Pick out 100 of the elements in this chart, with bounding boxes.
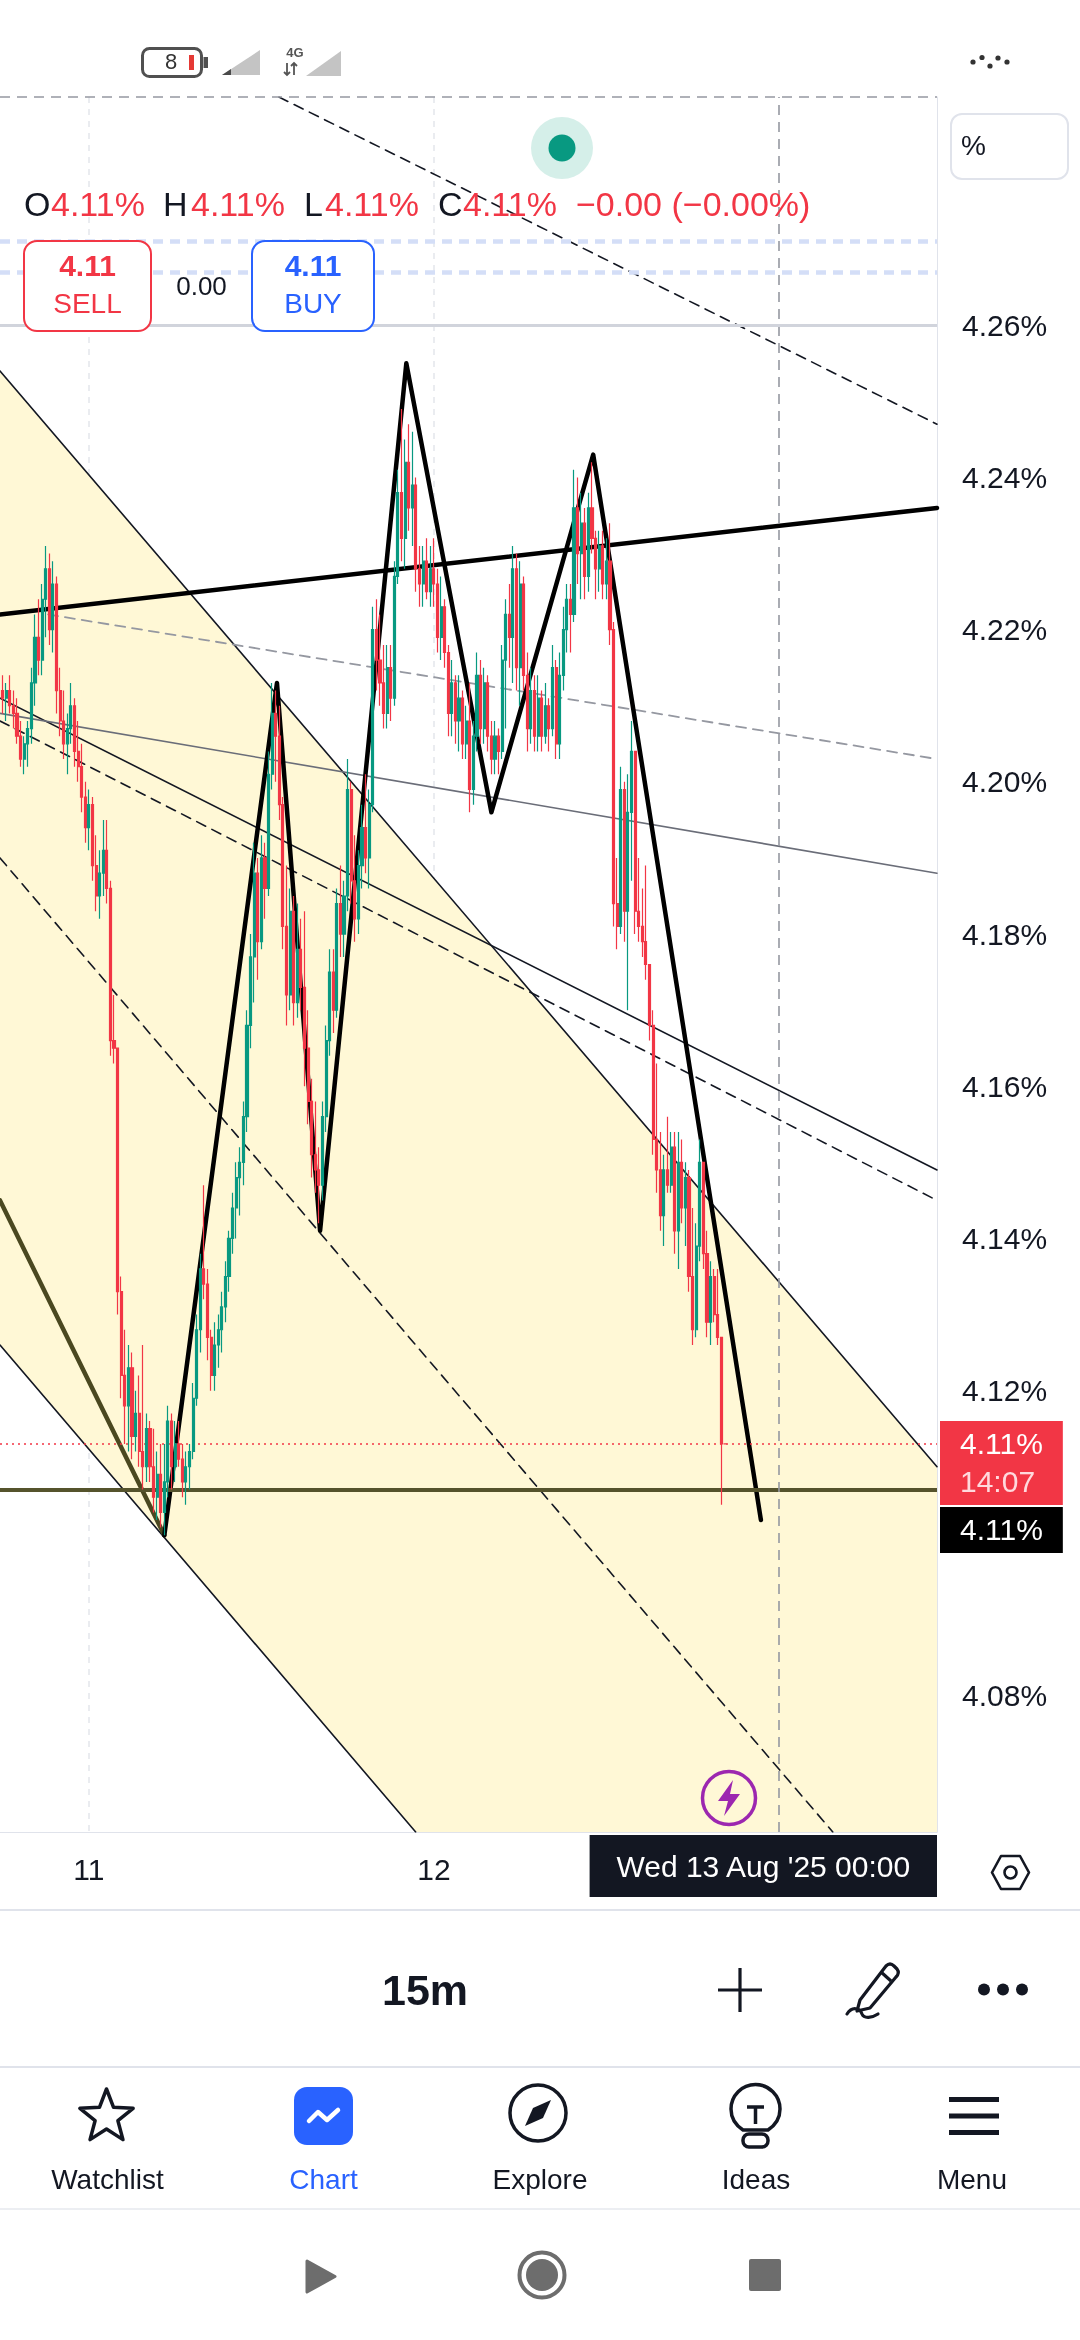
candlestick xyxy=(295,903,300,1019)
text: Menu xyxy=(936,2164,1008,2195)
candlestick xyxy=(571,469,577,623)
candlestick xyxy=(47,552,52,646)
candlestick xyxy=(622,781,627,943)
y-tick-label: 4.22% xyxy=(962,613,1048,647)
ref-line-label: 4.11% xyxy=(960,1513,1043,1547)
candlestick xyxy=(144,1412,149,1483)
candlestick xyxy=(388,644,393,722)
annotation: 4.11% xyxy=(191,185,285,223)
candlestick xyxy=(403,438,408,570)
candlestick xyxy=(338,864,343,958)
candlestick xyxy=(514,552,519,692)
annotation: 0.00 xyxy=(176,271,227,301)
candlestick xyxy=(539,689,544,753)
candlestick xyxy=(126,1344,131,1453)
candlestick xyxy=(133,1390,138,1453)
candlestick xyxy=(421,545,426,608)
candlestick xyxy=(510,545,515,684)
text: Watchlist xyxy=(51,2164,164,2195)
y-tick-label: 4.18% xyxy=(962,917,1048,951)
annotation: BUY xyxy=(284,288,342,319)
candlestick xyxy=(460,689,465,760)
candlestick xyxy=(467,682,472,813)
candlestick xyxy=(410,431,415,547)
candlestick xyxy=(173,1420,178,1483)
candlestick xyxy=(669,1131,674,1194)
candlestick xyxy=(528,667,533,745)
candlestick xyxy=(262,842,268,920)
annotation: 4.11% xyxy=(325,185,419,223)
candlestick xyxy=(546,697,551,753)
annotation: 4.11 xyxy=(284,249,342,282)
y-tick-label: 4.20% xyxy=(962,765,1048,799)
candlestick xyxy=(155,1450,160,1521)
candlestick xyxy=(554,659,559,760)
candlestick xyxy=(259,834,264,950)
candlestick xyxy=(582,507,587,600)
candlestick xyxy=(439,575,444,661)
candlestick xyxy=(507,583,512,669)
annotation: SELL xyxy=(53,288,122,319)
y-tick-label: 4.08% xyxy=(962,1678,1048,1712)
ref-line-label: Wed 13 Aug '25 00:00 xyxy=(616,1849,911,1883)
candlestick xyxy=(406,423,411,532)
candlestick xyxy=(424,537,429,600)
text: Explore xyxy=(492,2164,588,2195)
candlestick xyxy=(665,1116,670,1194)
candlestick xyxy=(478,659,483,745)
candlestick xyxy=(661,1154,666,1247)
text: 15m xyxy=(382,1965,469,2014)
candlestick xyxy=(676,1131,681,1270)
text: % xyxy=(961,130,986,161)
x-tick-label: 11 xyxy=(73,1852,105,1886)
candlestick xyxy=(399,408,404,562)
candlestick xyxy=(618,766,623,935)
candlestick xyxy=(683,1161,688,1247)
candlestick xyxy=(0,674,5,714)
candlestick xyxy=(518,560,523,707)
candlestick xyxy=(4,682,9,722)
y-tick-label: 4.24% xyxy=(962,460,1048,494)
candlestick xyxy=(708,1260,713,1346)
candlestick xyxy=(464,705,469,760)
annotation: 4.11% xyxy=(463,185,557,223)
candlestick xyxy=(36,598,41,676)
candlestick xyxy=(672,1131,677,1255)
annotation: 4.11% xyxy=(51,185,145,223)
candlestick xyxy=(86,788,91,851)
y-tick-label: 4.14% xyxy=(962,1221,1048,1255)
candlestick xyxy=(334,887,339,1019)
candlestick xyxy=(496,728,501,775)
candlestick xyxy=(492,720,498,775)
candlestick xyxy=(288,887,293,1011)
text: 8 xyxy=(164,49,178,74)
candlestick xyxy=(532,674,537,753)
annotation: H xyxy=(163,185,188,223)
candlestick xyxy=(428,545,433,608)
annotation: C xyxy=(438,185,463,223)
annotation: L xyxy=(304,185,323,223)
ref-line-label: 4.11% 14:07 xyxy=(960,1427,1043,1499)
candlestick xyxy=(291,895,296,1026)
candlestick xyxy=(575,476,580,585)
annotation: 4.11 xyxy=(59,249,116,282)
candlestick xyxy=(543,682,548,745)
candlestick xyxy=(568,583,573,654)
candlestick xyxy=(453,674,458,745)
candlestick xyxy=(586,492,591,593)
annotation: O xyxy=(24,185,51,223)
y-tick-label: 4.16% xyxy=(962,1069,1048,1103)
candlestick xyxy=(604,537,609,600)
y-tick-label: 4.12% xyxy=(962,1374,1048,1408)
candlestick xyxy=(482,667,487,745)
x-tick-label: 12 xyxy=(417,1852,451,1886)
candlestick xyxy=(679,1138,684,1224)
y-tick-label: 4.26% xyxy=(962,308,1048,342)
text: Ideas xyxy=(721,2164,791,2195)
candlestick xyxy=(363,773,368,874)
candlestick xyxy=(331,948,336,1034)
candlestick xyxy=(385,644,390,730)
candlestick xyxy=(50,560,55,654)
text: Chart xyxy=(289,2164,358,2195)
candlestick xyxy=(550,644,555,737)
